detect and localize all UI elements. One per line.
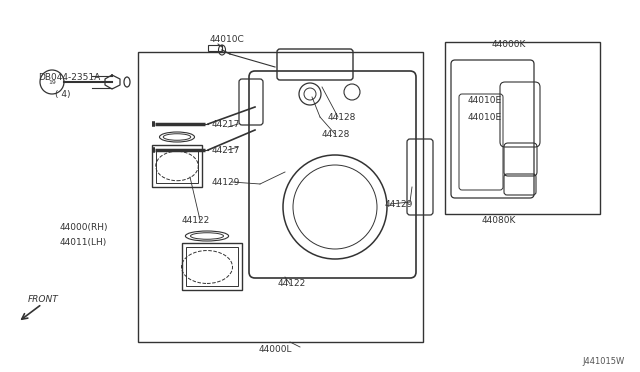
Text: 19: 19	[48, 80, 56, 84]
Text: 44000L: 44000L	[259, 346, 292, 355]
Text: 44122: 44122	[182, 215, 211, 224]
Text: 44000(RH): 44000(RH)	[60, 222, 109, 231]
Text: 44000K: 44000K	[492, 39, 526, 48]
Text: 44010E: 44010E	[468, 96, 502, 105]
Text: 44080K: 44080K	[482, 215, 516, 224]
Bar	[138, 52, 423, 342]
Text: ( 4): ( 4)	[55, 90, 70, 99]
Text: J441015W: J441015W	[583, 357, 625, 366]
Text: DB044-2351A: DB044-2351A	[38, 73, 100, 81]
Text: 44010C: 44010C	[210, 35, 244, 44]
Bar	[445, 42, 600, 214]
Text: 44128: 44128	[328, 112, 356, 122]
Text: 44217: 44217	[212, 119, 241, 128]
Bar	[208, 45, 222, 51]
Text: 44128: 44128	[322, 129, 350, 138]
Bar	[156, 149, 198, 183]
Text: 44011(LH): 44011(LH)	[60, 237, 108, 247]
Text: 44129: 44129	[385, 199, 413, 208]
Text: 44122: 44122	[278, 279, 307, 289]
Text: 44217: 44217	[212, 145, 241, 154]
Bar	[182, 243, 242, 290]
Text: 44129: 44129	[212, 177, 241, 186]
Bar	[152, 145, 202, 187]
Bar	[186, 247, 238, 286]
Text: FRONT: FRONT	[28, 295, 59, 305]
Text: 44010E: 44010E	[468, 112, 502, 122]
